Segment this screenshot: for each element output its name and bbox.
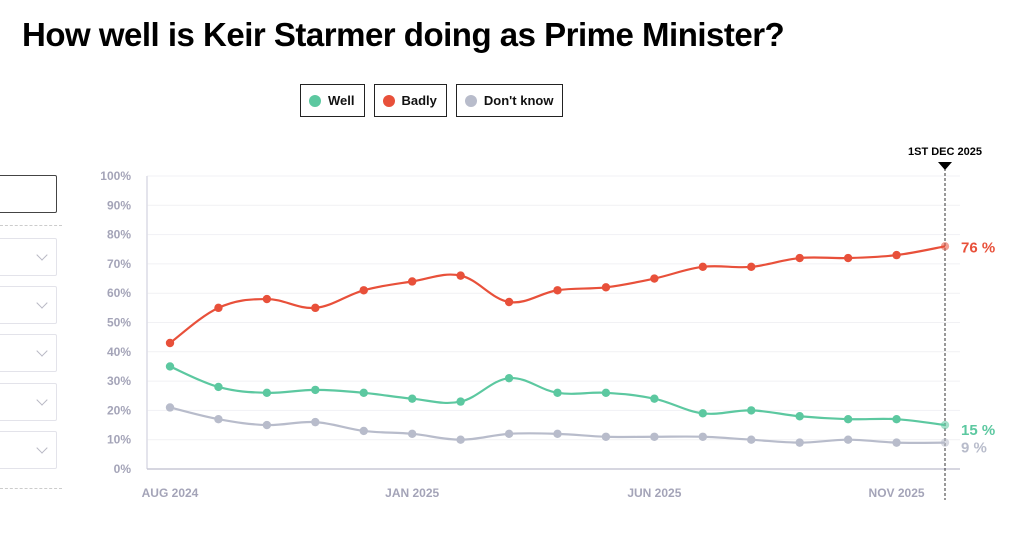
legend-dot-well-icon [309,94,321,107]
data-point [892,414,901,424]
data-point [650,274,659,283]
data-point [601,283,611,292]
data-point [214,303,223,313]
filter-select-2[interactable] [0,286,57,324]
y-tick-label: 40% [107,345,131,359]
x-tick-label: AUG 2024 [142,486,199,500]
series-line-badly [169,245,946,344]
data-point [940,242,950,251]
data-point [504,297,514,307]
data-point [359,388,368,398]
date-marker-label: 1ST DEC 2025 [908,146,982,158]
data-point [747,262,756,272]
data-point [214,414,223,424]
data-point [165,403,175,412]
y-tick-label: 20% [107,403,131,417]
data-point [698,262,708,272]
data-point [940,420,950,430]
series-well [165,362,950,430]
data-point [795,438,804,447]
legend-label: Badly [401,93,437,108]
divider [0,488,62,489]
data-point [650,432,659,441]
y-tick-label: 0% [114,462,132,476]
data-point [456,435,465,444]
legend-label: Don't know [483,93,554,108]
legend-item-dont-know[interactable]: Don't know [455,84,564,117]
data-point [311,303,320,313]
data-point [795,253,804,263]
legend-item-badly[interactable]: Badly [373,84,447,117]
filter-select-1[interactable] [0,238,57,276]
data-point [407,394,417,403]
data-point [553,286,562,295]
data-point [359,426,368,436]
filter-select-4[interactable] [0,383,57,421]
search-input[interactable] [0,175,57,213]
page-title: How well is Keir Starmer doing as Prime … [22,16,785,53]
data-point [650,394,659,403]
data-point [311,417,320,427]
data-point [504,373,514,383]
data-point [456,271,465,280]
legend-label: Well [328,93,355,108]
data-point [553,388,562,398]
data-point [262,294,272,304]
data-point [747,406,756,415]
series-don-t-know [165,403,950,447]
chart-legend: Well Badly Don't know [300,84,564,117]
filter-select-5[interactable] [0,431,57,469]
data-point [892,250,901,260]
x-tick-label: NOV 2025 [869,486,925,500]
data-point [504,429,514,439]
data-point [359,286,368,295]
data-point [214,382,223,392]
y-tick-label: 80% [107,228,131,242]
data-point [407,429,417,439]
data-point [262,420,272,430]
legend-dot-badly-icon [382,94,395,107]
data-point [553,429,562,439]
divider [0,225,62,226]
x-tick-label: JUN 2025 [627,486,681,500]
y-tick-label: 50% [107,316,131,330]
data-point [456,397,465,406]
end-value-label: 15 % [961,422,995,439]
end-value-label: 76 % [961,239,995,256]
y-tick-label: 90% [107,198,131,212]
data-point [843,414,853,424]
x-tick-label: JAN 2025 [385,486,439,500]
legend-item-well[interactable]: Well [300,84,365,117]
data-point [892,438,901,447]
data-point [698,432,708,441]
y-tick-label: 30% [107,374,131,388]
y-tick-label: 100% [100,169,131,183]
data-point [795,412,804,421]
legend-dot-dont-know-icon [464,94,477,107]
data-point [843,253,853,263]
data-point [262,388,272,398]
data-point [601,432,611,441]
data-point [940,438,950,447]
data-point [601,388,611,398]
filter-sidebar [0,0,64,533]
data-point [165,338,175,348]
y-tick-label: 10% [107,433,131,447]
end-value-label: 9 % [961,440,987,457]
data-point [407,277,417,286]
data-point [311,385,320,395]
y-tick-label: 60% [107,286,131,300]
series-badly [165,242,950,348]
y-tick-label: 70% [107,257,131,271]
data-point [698,409,708,418]
data-point [747,435,756,444]
data-point [165,362,175,371]
filter-select-3[interactable] [0,334,57,372]
marker-triangle-icon [938,162,952,170]
data-point [843,435,853,444]
